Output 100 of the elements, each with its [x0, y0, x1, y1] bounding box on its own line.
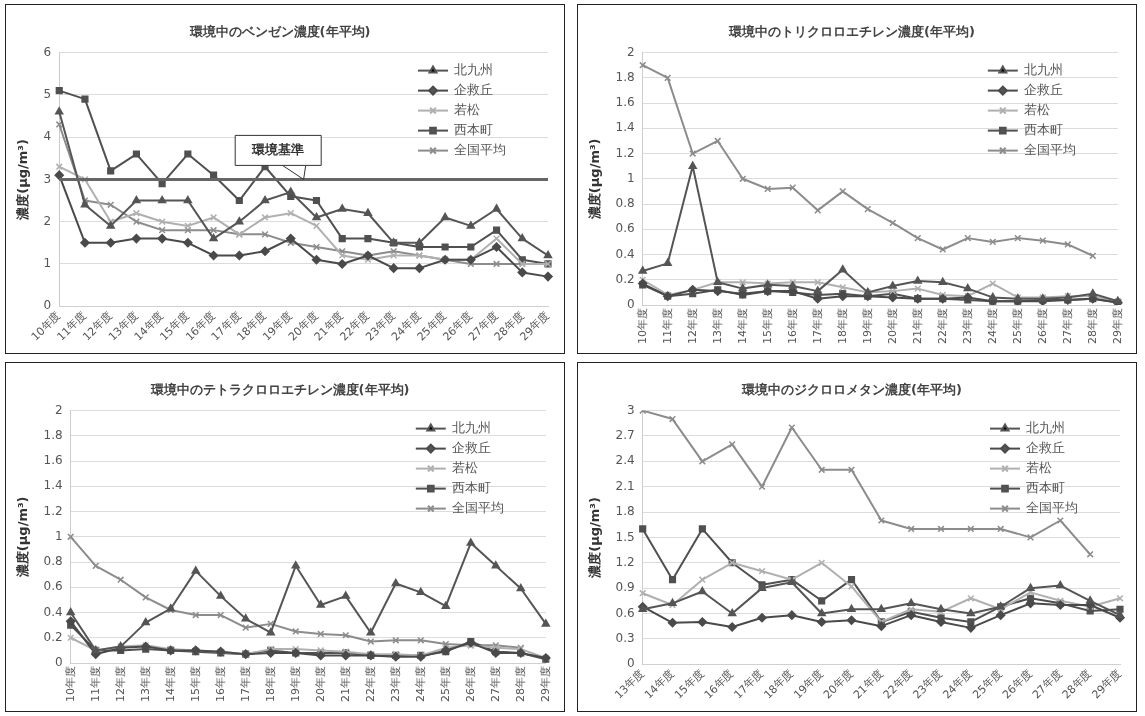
- x-tick-label: 22年度: [363, 666, 377, 702]
- x-tick-label: 26年度: [463, 666, 477, 702]
- y-tick-label: 2.7: [615, 428, 635, 443]
- x-tick-label: 18年度: [835, 308, 849, 344]
- legend-label: 企救丘: [1026, 439, 1065, 455]
- x-tick-label: 17年度: [810, 308, 824, 344]
- chart-title: 環境中のトリクロロエチレン濃度(年平均): [728, 24, 975, 40]
- x-tick-label: 10年度: [635, 308, 649, 344]
- legend-label: 北九州: [1026, 419, 1065, 435]
- y-axis-title: 濃度(μg/m³): [15, 139, 31, 221]
- x-tick-label: 28年度: [513, 666, 527, 702]
- y-axis-title: 濃度(μg/m³): [587, 138, 603, 221]
- y-tick-label: 1: [627, 170, 635, 185]
- y-tick-label: 0.6: [43, 579, 63, 594]
- y-tick-label: 0.8: [43, 554, 63, 569]
- chart-title: 環境中のベンゼン濃度(年平均): [188, 24, 371, 40]
- y-axis-title: 濃度(μg/m³): [15, 496, 31, 579]
- y-tick-label: 1.6: [43, 453, 63, 468]
- ref-line-label: 環境基準: [251, 141, 305, 157]
- chart-title: 環境中のジクロロメタン濃度(年平均): [741, 382, 962, 398]
- x-tick-label: 25年度: [1010, 308, 1024, 344]
- y-tick-label: 2.1: [615, 478, 635, 493]
- y-tick-label: 2: [627, 44, 635, 59]
- x-tick-label: 13年度: [138, 666, 152, 702]
- y-tick-label: 0: [43, 298, 52, 313]
- y-tick-label: 0.8: [615, 196, 635, 211]
- x-tick-label: 24年度: [985, 308, 999, 344]
- x-tick-label: 27年度: [1060, 308, 1074, 344]
- legend-label: 北九州: [1023, 61, 1063, 77]
- y-tick-label: 2: [55, 402, 63, 417]
- legend-label: 西本町: [1023, 121, 1063, 137]
- x-tick-label: 16年度: [785, 308, 799, 344]
- y-tick-label: 6: [43, 44, 52, 59]
- y-axis-title: 濃度(μg/m³): [587, 497, 603, 579]
- y-tick-label: 0.2: [43, 629, 63, 644]
- y-tick-label: 1.2: [615, 145, 635, 160]
- legend-label: 若松: [1023, 101, 1050, 117]
- legend-label: 若松: [1026, 459, 1052, 475]
- y-tick-label: 1: [43, 256, 52, 271]
- x-tick-label: 17年度: [238, 666, 252, 702]
- y-tick-label: 4: [43, 129, 52, 144]
- x-tick-label: 15年度: [760, 308, 774, 344]
- y-tick-label: 1.6: [615, 95, 635, 110]
- x-tick-label: 20年度: [885, 308, 899, 344]
- y-tick-label: 2: [43, 213, 52, 228]
- x-tick-label: 26年度: [1035, 308, 1049, 344]
- legend-label: 全国平均: [454, 141, 506, 157]
- y-tick-label: 1.8: [615, 504, 635, 519]
- legend-label: 北九州: [454, 61, 493, 77]
- legend-label: 西本町: [451, 479, 491, 495]
- legend-label: 西本町: [454, 121, 493, 137]
- x-tick-label: 29年度: [538, 666, 552, 702]
- legend-label: 全国平均: [1026, 499, 1078, 515]
- legend-label: 全国平均: [1023, 141, 1076, 157]
- legend-label: 全国平均: [451, 499, 504, 515]
- x-tick-label: 23年度: [960, 308, 974, 344]
- y-tick-label: 0.4: [615, 246, 635, 261]
- x-tick-label: 21年度: [338, 666, 352, 702]
- y-tick-label: 0.9: [615, 580, 635, 595]
- x-tick-label: 11年度: [660, 308, 674, 344]
- legend-label: 北九州: [451, 419, 491, 435]
- x-tick-label: 15年度: [188, 666, 202, 702]
- legend-label: 企救丘: [451, 439, 491, 455]
- y-tick-label: 1: [55, 528, 63, 543]
- y-tick-label: 5: [43, 86, 52, 101]
- y-tick-label: 0.3: [615, 630, 635, 645]
- y-tick-label: 1.8: [43, 427, 63, 442]
- y-tick-label: 3: [43, 171, 52, 186]
- y-tick-label: 1.4: [43, 478, 63, 493]
- x-tick-label: 18年度: [263, 666, 277, 702]
- y-tick-label: 1.8: [615, 69, 635, 84]
- legend-label: 若松: [454, 101, 480, 117]
- y-tick-label: 1.2: [615, 554, 635, 569]
- x-tick-label: 25年度: [438, 666, 452, 702]
- x-tick-label: 24年度: [413, 666, 427, 702]
- legend-label: 西本町: [1026, 479, 1065, 495]
- x-tick-label: 22年度: [935, 308, 949, 344]
- y-tick-label: 0: [627, 656, 635, 671]
- x-tick-label: 12年度: [685, 308, 699, 344]
- y-tick-label: 0: [55, 655, 63, 670]
- y-tick-label: 1.2: [43, 503, 63, 518]
- x-tick-label: 10年度: [63, 666, 77, 702]
- y-tick-label: 0: [627, 297, 635, 312]
- y-tick-label: 2.4: [615, 453, 635, 468]
- x-tick-label: 13年度: [710, 308, 724, 344]
- legend-label: 企救丘: [1023, 81, 1063, 97]
- x-tick-label: 19年度: [288, 666, 302, 702]
- x-tick-label: 11年度: [88, 666, 102, 702]
- y-tick-label: 3: [627, 402, 635, 417]
- x-tick-label: 19年度: [860, 308, 874, 344]
- x-tick-label: 16年度: [213, 666, 227, 702]
- y-tick-label: 0.6: [615, 605, 635, 620]
- legend-label: 若松: [451, 459, 478, 475]
- x-tick-label: 14年度: [735, 308, 749, 344]
- y-tick-label: 0.4: [43, 604, 63, 619]
- y-tick-label: 0.2: [615, 271, 635, 286]
- x-tick-label: 28年度: [1085, 308, 1099, 344]
- x-tick-label: 14年度: [163, 666, 177, 702]
- chart-title: 環境中のテトラクロロエチレン濃度(年平均): [149, 382, 410, 398]
- legend-label: 企救丘: [454, 81, 493, 97]
